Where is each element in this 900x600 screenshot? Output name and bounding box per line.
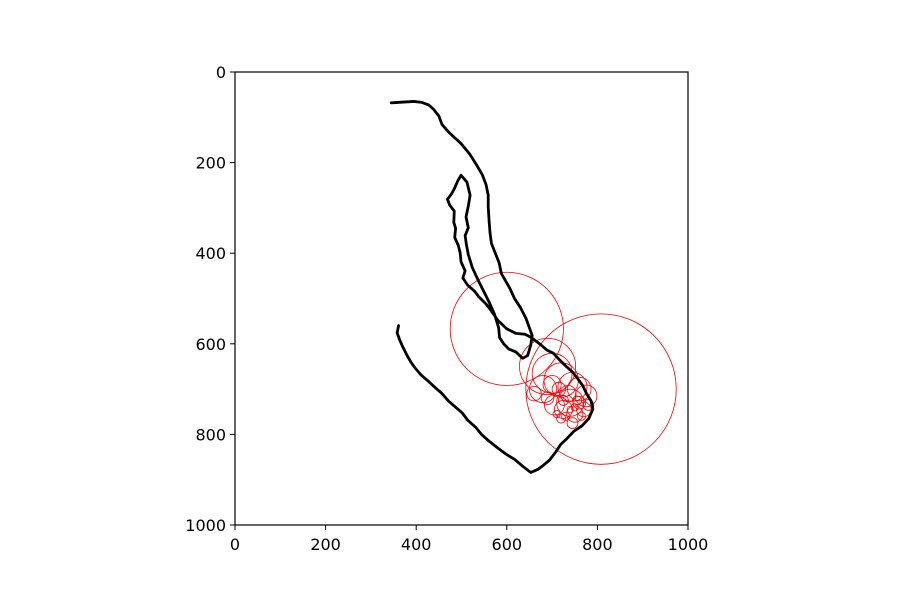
circle-marker-21 bbox=[526, 385, 542, 402]
circle-marker-25 bbox=[552, 409, 561, 419]
circle-marker-28 bbox=[558, 395, 569, 406]
circle-marker-22 bbox=[582, 399, 595, 411]
x-tick-label: 600 bbox=[492, 535, 523, 554]
axes-frame bbox=[234, 71, 689, 526]
x-tick-label: 800 bbox=[582, 535, 613, 554]
circle-marker-2 bbox=[519, 337, 577, 395]
y-tick-label: 600 bbox=[195, 335, 226, 354]
circle-marker-0 bbox=[449, 271, 564, 386]
x-tick-label: 400 bbox=[401, 535, 432, 554]
y-axis-ticks: 0 200 400 600 800 1000 bbox=[185, 63, 235, 535]
trajectory-line bbox=[389, 100, 595, 474]
circle-marker-18 bbox=[566, 417, 579, 429]
circle-marker-16 bbox=[540, 391, 555, 405]
circle-marker-15 bbox=[551, 381, 567, 397]
y-tick-label: 0 bbox=[216, 63, 226, 82]
circle-marker-26 bbox=[566, 405, 574, 414]
x-tick-label: 1000 bbox=[668, 535, 709, 554]
x-tick-label: 200 bbox=[310, 535, 341, 554]
y-tick-label: 400 bbox=[195, 244, 226, 263]
x-axis-ticks: 0 200 400 600 800 1000 bbox=[230, 525, 708, 554]
trajectory-line-group bbox=[389, 100, 595, 474]
circle-markers bbox=[449, 271, 677, 465]
circle-marker-1 bbox=[525, 313, 677, 465]
circle-marker-20 bbox=[542, 375, 562, 395]
circle-marker-23 bbox=[572, 395, 582, 406]
circle-marker-27 bbox=[577, 411, 587, 421]
circle-marker-24 bbox=[561, 411, 571, 421]
y-tick-label: 200 bbox=[195, 154, 226, 173]
circle-marker-12 bbox=[566, 405, 584, 423]
circle-marker-29 bbox=[570, 403, 579, 412]
circle-marker-19 bbox=[556, 413, 567, 424]
y-tick-label: 1000 bbox=[185, 516, 226, 535]
x-tick-label: 0 bbox=[230, 535, 240, 554]
y-tick-label: 800 bbox=[195, 425, 226, 444]
